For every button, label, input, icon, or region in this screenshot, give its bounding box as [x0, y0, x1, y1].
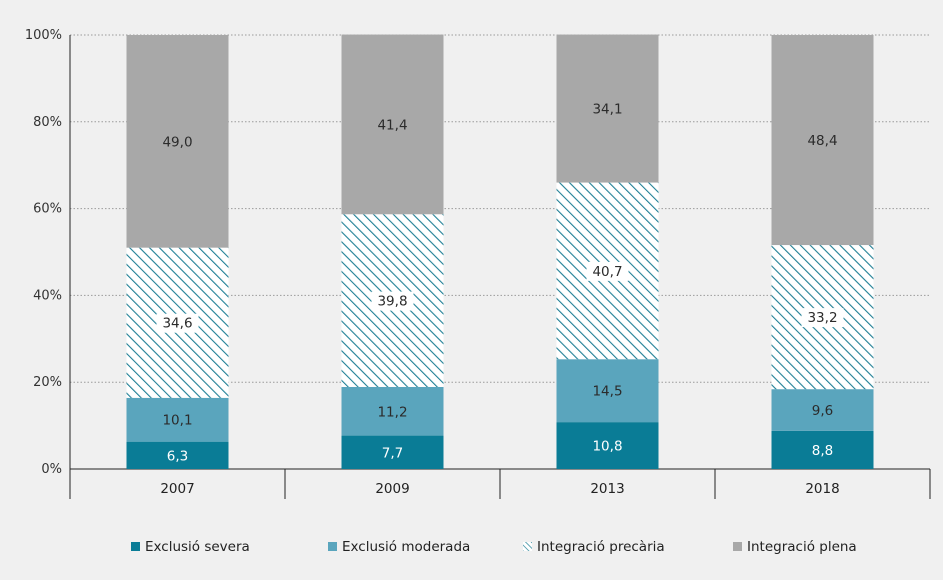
- data-label: 48,4: [807, 133, 837, 149]
- data-label: 8,8: [812, 443, 833, 459]
- bar-segment: [771, 35, 874, 246]
- data-label-background: [801, 308, 844, 328]
- data-label: 11,2: [377, 404, 407, 420]
- legend-swatch: [523, 542, 532, 551]
- bar-segment: [126, 397, 229, 442]
- data-label: 34,1: [592, 102, 622, 118]
- y-tick-label: 100%: [25, 28, 62, 43]
- bar-segment: [341, 435, 444, 469]
- data-label: 9,6: [812, 403, 833, 419]
- bar-segment: [771, 389, 874, 431]
- data-label-background: [371, 291, 414, 311]
- bar-segment: [341, 34, 444, 215]
- bar-segment: [556, 359, 659, 423]
- legend-swatch: [328, 542, 337, 551]
- bar-segment: [556, 34, 659, 183]
- x-tick-label: 2009: [375, 481, 409, 497]
- data-label: 39,8: [377, 294, 407, 310]
- x-tick-label: 2007: [160, 481, 194, 497]
- y-tick-label: 40%: [33, 288, 62, 303]
- data-label-background: [156, 313, 199, 333]
- y-tick-label: 60%: [33, 202, 62, 217]
- data-label: 41,4: [377, 117, 407, 133]
- legend-swatch: [131, 542, 140, 551]
- data-label: 10,8: [592, 439, 622, 455]
- legend-label: Exclusió severa: [145, 539, 250, 555]
- data-label: 33,2: [807, 310, 837, 326]
- data-label: 10,1: [162, 413, 192, 429]
- data-label: 14,5: [592, 384, 622, 400]
- data-label: 7,7: [382, 445, 403, 461]
- x-tick-label: 2018: [805, 481, 839, 497]
- legend-label: Integració precària: [537, 539, 665, 555]
- legend-label: Exclusió moderada: [342, 539, 470, 555]
- bar-segment: [126, 35, 229, 248]
- y-tick-label: 0%: [41, 462, 62, 477]
- bar-segment: [771, 430, 874, 469]
- data-label: 6,3: [167, 448, 188, 464]
- data-label-background: [586, 261, 629, 281]
- bar-segment: [126, 441, 229, 469]
- y-tick-label: 80%: [33, 115, 62, 130]
- data-label: 34,6: [162, 316, 192, 332]
- data-label: 40,7: [592, 264, 622, 280]
- data-label: 49,0: [162, 134, 192, 150]
- bar-segment: [341, 386, 444, 436]
- y-tick-label: 20%: [33, 375, 62, 390]
- legend-swatch: [733, 542, 742, 551]
- bar-segment: [556, 422, 659, 469]
- x-tick-label: 2013: [590, 481, 624, 497]
- legend-label: Integració plena: [747, 539, 857, 555]
